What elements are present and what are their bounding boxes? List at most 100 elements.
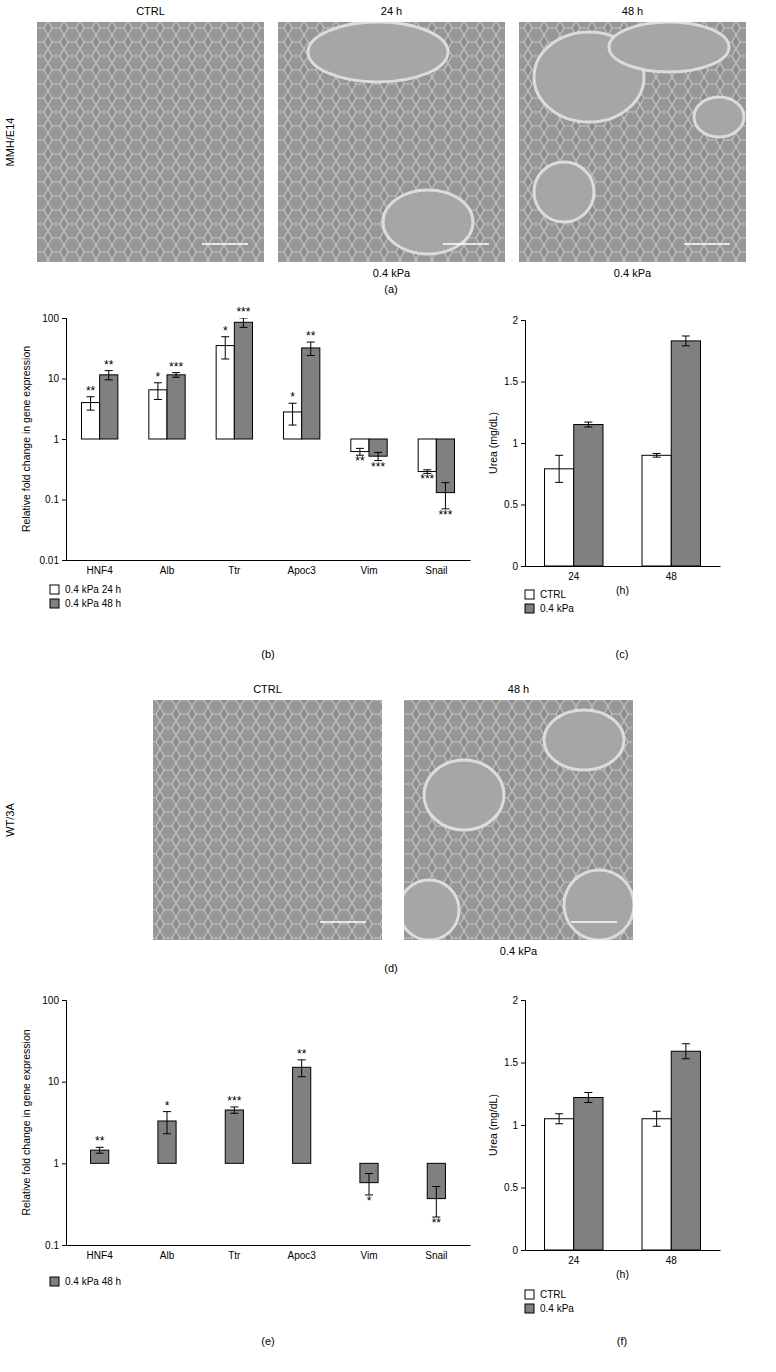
tick-label: Ttr [228,1250,241,1261]
cell-free-area [424,760,504,830]
axis-line [67,1245,471,1246]
error-bar-stem [369,1174,370,1195]
image-caption: 0.4 kPa [614,267,652,279]
tick-label: Alb [160,565,175,576]
cell-free-area [404,880,459,940]
significance: * [156,370,161,384]
cell-free-area [564,870,633,940]
significance: * [367,1194,372,1208]
significance: *** [371,460,385,474]
plot-area [545,336,701,566]
tick: 24 [568,1255,580,1266]
error-bar-stem [157,383,158,400]
tick: 100 [42,313,66,324]
error-bar-cap [307,355,315,356]
tick-mark [62,560,66,561]
error-bar [105,371,113,380]
x-axis-title: (h) [616,584,629,596]
tick-mark [521,505,525,506]
error-bar [432,1187,440,1218]
scale-bar [684,243,730,245]
bar [234,322,252,439]
tick: 1 [512,1120,525,1131]
significance: ** [432,1216,442,1230]
error-bar-cap [365,1173,373,1174]
plot-area [91,1060,446,1217]
tick-label: Apoc3 [287,565,316,576]
tick-mark [521,1000,525,1001]
bar [167,375,185,439]
tick: 1.5 [504,1057,525,1068]
legend-swatch [525,1304,534,1313]
tick: Ttr [228,1250,241,1261]
error-bar [154,383,162,400]
legend-label: 0.4 kPa 48 h [65,598,121,609]
error-bar-cap [555,482,563,483]
axis-line [62,1001,67,1246]
tick: 0 [512,561,525,572]
tick-label: Snail [425,1250,447,1261]
image-title: 48 h [508,683,529,695]
significance: * [290,390,295,404]
error-bar-cap [653,457,661,458]
error-bar [682,336,690,346]
tick-mark [62,1163,66,1164]
tick-label: 2 [512,995,518,1006]
error-bar-stem [108,371,109,380]
significance: ** [86,384,96,398]
error-bar-cap [423,469,431,470]
tick-label: Ttr [228,565,241,576]
image-panel: CTRL24 h0.4 kPa48 h0.4 kPaMMH/E14(a) [4,5,746,295]
tick-mark [62,1000,66,1001]
y-axis: 0 0.5 1 1.5 2 [504,995,525,1256]
tick-label: 0.5 [504,1182,518,1193]
tick-label: 100 [42,313,59,324]
micrograph [37,22,264,262]
error-bar [289,403,297,425]
cell-free-area [308,22,448,82]
bar [545,1119,574,1250]
tick-label: 1.5 [504,376,518,387]
y-axis: 0.1110100 [42,995,66,1251]
tick: Vim [360,565,377,576]
error-bar-cap [584,422,592,423]
tick-label: 100 [42,995,59,1006]
axis-line [521,1001,526,1251]
legend-label: 0.4 kPa 24 h [65,584,121,595]
tick: Alb [160,1250,175,1261]
error-bar-cap [230,1113,238,1114]
error-bar-cap [289,425,297,426]
scale-bar [320,921,366,923]
bar-chart: 00.511.522448Urea (mg/dL)(h)CTRL0.4 kPa(… [487,315,721,660]
bar [574,425,603,566]
tick-label: 2 [512,315,518,326]
bar-chart: 0.1110100HNF4AlbTtrApoc3VimSnail********… [20,995,471,1347]
y-axis: 00.511.52 [504,315,525,572]
tick-mark [62,1082,66,1083]
error-bar-stem [310,342,311,355]
error-bar [365,1174,373,1195]
tick: Apoc3 [287,1250,316,1261]
error-bar-cap [87,410,95,411]
tick: 0.5 [504,499,525,510]
tick-label: 0.01 [40,555,60,566]
tick-mark [62,439,66,440]
scale-bar [202,243,248,245]
y-axis: 0.010.1110100 [40,313,67,566]
tick-label: 24 [568,571,580,582]
micrograph-field [519,22,746,262]
error-bar [555,455,563,482]
tick-label: Apoc3 [287,1250,316,1261]
error-bar [584,1093,592,1103]
bar-chart: 0.010.1110100HNF4AlbTtrApoc3VimSnail****… [20,305,471,660]
tick: 24 [568,571,580,582]
error-bar-stem [685,336,686,346]
tick-label: 0 [512,1245,518,1256]
tick: Ttr [228,565,241,576]
scale-bar [443,243,489,245]
cell-free-area [694,97,744,137]
significance: ** [355,454,365,468]
error-bar [221,337,229,359]
error-bar [584,422,592,427]
tick-label: HNF4 [87,565,114,576]
